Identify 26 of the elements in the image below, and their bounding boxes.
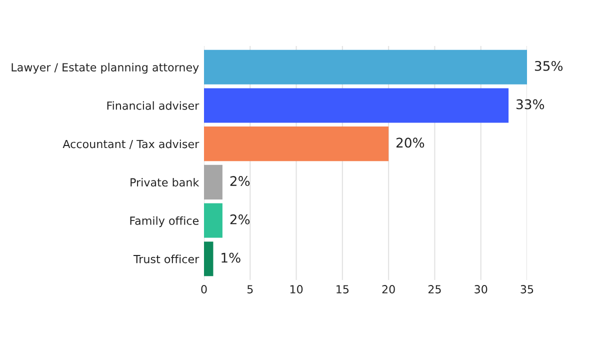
y-tick-label: Accountant / Tax adviser [62,140,200,150]
x-tick-label: 20 [382,285,395,294]
data-label: 2% [230,214,250,224]
y-tick-label: Lawyer / Estate planning attorney [12,62,199,74]
x-tick-label: 35 [520,285,534,294]
y-tick-label: Family office [130,216,199,228]
y-tick-label: Trust officer [133,254,200,264]
x-tick-label: 5 [247,285,253,294]
bar [204,88,509,123]
x-tick-label: 0 [201,285,207,294]
x-tick-label: 30 [474,285,488,294]
bar [204,50,527,84]
bar [204,242,214,276]
x-tick-label: 15 [336,285,349,294]
data-label: 20% [396,138,424,148]
bar [204,164,222,200]
y-tick-label: Private bank [130,178,200,187]
data-label: 1% [222,252,240,263]
bar [204,126,389,162]
x-tick-label: 10 [290,285,303,294]
data-label: 2% [230,176,250,186]
x-tick-label: 25 [428,285,441,294]
y-tick-label: Financial adviser [107,101,200,110]
bar [204,203,222,238]
data-label: 35% [534,60,563,71]
data-label: 33% [516,99,544,110]
